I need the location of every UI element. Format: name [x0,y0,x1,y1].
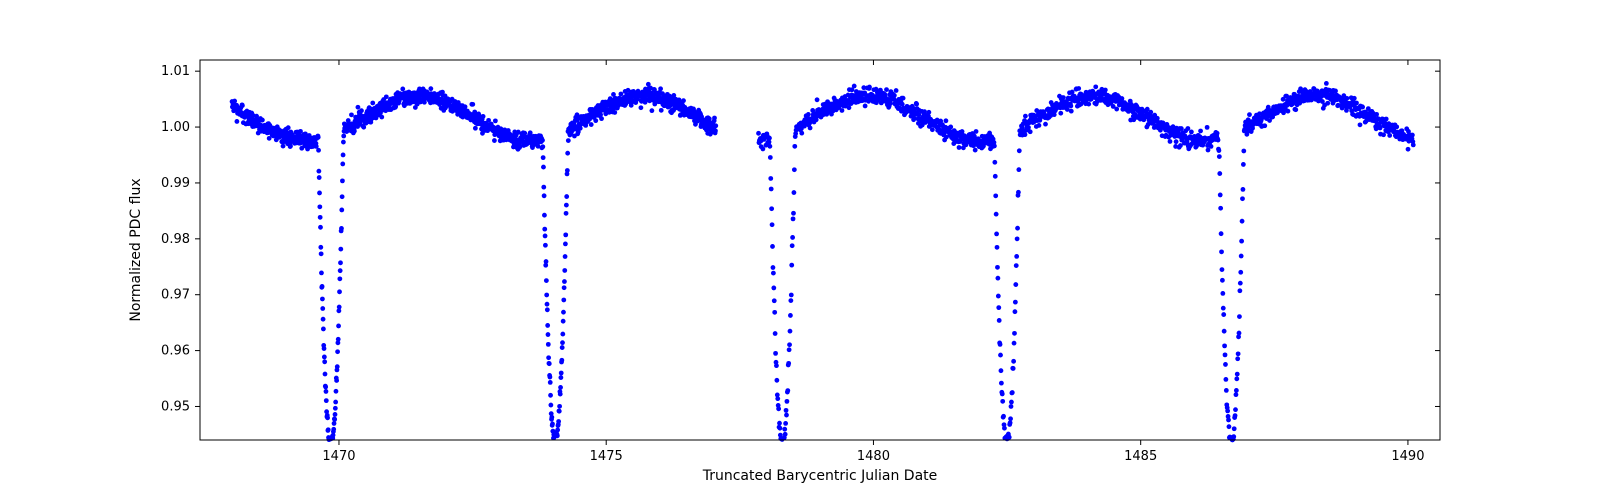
y-tick-label: 0.95 [161,399,190,414]
y-tick-label: 0.97 [161,288,190,303]
x-tick-label: 1475 [590,449,623,464]
x-tick-label: 1470 [322,449,355,464]
x-tick-label: 1485 [1124,449,1157,464]
chart-svg: 1470 1475 1480 1485 1490 0.95 0.96 0.97 0.98 0.9… [0,0,1600,500]
x-tick-label: 1480 [857,449,890,464]
y-tick-label: 0.96 [161,344,190,359]
y-axis-label: Normalized PDC flux [128,178,144,321]
y-tick-label: 1.01 [161,64,190,79]
y-tick-label: 0.99 [161,176,190,191]
x-tick-label: 1490 [1391,449,1424,464]
x-axis-label: Truncated Barycentric Julian Date [702,468,938,484]
y-tick-label: 0.98 [161,232,190,247]
lightcurve-chart: 1470 1475 1480 1485 1490 0.95 0.96 0.97 0.98 0.9… [0,0,1600,500]
y-tick-label: 1.00 [161,120,190,135]
